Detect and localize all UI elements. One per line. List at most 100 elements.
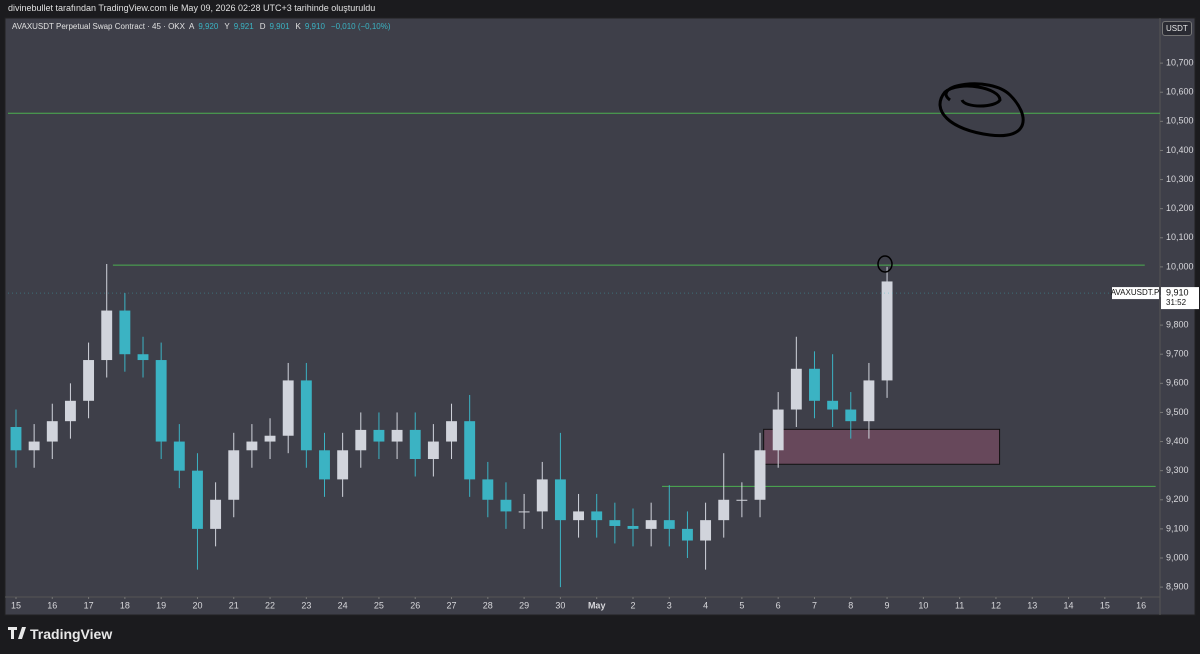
candle-body <box>645 520 657 529</box>
ohlc-key: D <box>259 22 266 31</box>
x-tick-label: 18 <box>120 600 130 610</box>
candle-body <box>228 450 240 500</box>
candle-body <box>427 441 439 460</box>
candle-body <box>300 380 312 451</box>
x-tick-label: 8 <box>848 600 853 610</box>
y-tick-label: 10,700 <box>1166 57 1194 67</box>
candle-body <box>609 520 621 526</box>
candle-body <box>554 479 566 521</box>
x-tick-label: 26 <box>410 600 420 610</box>
x-tick-label: 13 <box>1027 600 1037 610</box>
x-tick-label: 23 <box>301 600 311 610</box>
attribution: divinebullet tarafından TradingView.com … <box>8 3 376 13</box>
candle-body <box>536 479 548 512</box>
candle-body <box>28 441 40 451</box>
x-tick-label: 28 <box>483 600 493 610</box>
ohlc-value: 9,901 <box>269 22 290 31</box>
candle-body <box>663 520 675 529</box>
symbol: AVAXUSDT Perpetual Swap Contract · 45 · … <box>12 22 185 31</box>
candle-body <box>790 368 802 410</box>
candle-body <box>700 520 712 541</box>
y-tick-label: 10,400 <box>1166 145 1194 155</box>
candle-body <box>772 409 784 451</box>
candle-body <box>881 281 893 381</box>
y-tick-label: 8,900 <box>1166 581 1189 591</box>
candle-body <box>119 310 131 355</box>
x-tick-label: 22 <box>265 600 275 610</box>
candle-body <box>10 426 22 451</box>
brand-logo <box>8 627 26 639</box>
ohlc-key: A <box>188 22 195 31</box>
x-tick-label: 3 <box>667 600 672 610</box>
candle-body <box>373 429 385 442</box>
x-tick-label: 2 <box>630 600 635 610</box>
x-tick-label: 27 <box>447 600 457 610</box>
candle-body <box>718 499 730 521</box>
y-tick-label: 9,200 <box>1166 494 1189 504</box>
symbol-legend: AVAXUSDT Perpetual Swap Contract · 45 · … <box>12 22 393 31</box>
candle-body <box>627 525 639 529</box>
candle-body <box>391 429 403 442</box>
y-tick-label: 9,300 <box>1166 465 1189 475</box>
x-tick-label: 17 <box>84 600 94 610</box>
x-tick-label: 21 <box>229 600 239 610</box>
candle-body <box>46 421 58 442</box>
candle-body <box>173 441 185 471</box>
candle-body <box>319 450 330 480</box>
candle-body <box>64 400 76 422</box>
ohlc-value: 9,920 <box>198 22 219 31</box>
candle-body <box>409 429 421 460</box>
y-tick-label: 10,100 <box>1166 232 1194 242</box>
x-tick-label: 5 <box>739 600 744 610</box>
y-tick-label: 9,400 <box>1166 436 1189 446</box>
x-tick-label: 24 <box>338 600 348 610</box>
change: −0,010 (−0,10%) <box>330 22 391 31</box>
hand-drawing <box>938 82 1025 138</box>
y-tick-label: 9,700 <box>1166 349 1189 359</box>
countdown: 31:52 <box>1166 298 1187 307</box>
x-tick-label: 11 <box>955 600 964 610</box>
y-tick-label: 10,200 <box>1166 203 1194 213</box>
candle-body <box>101 310 113 361</box>
x-tick-label: 4 <box>703 600 708 610</box>
symbol-tag-bg <box>1112 287 1159 300</box>
chart-background <box>4 17 1196 616</box>
brand: TradingView <box>30 626 113 642</box>
candle-body <box>464 421 476 480</box>
candle-body <box>264 435 276 442</box>
x-tick-label: May <box>588 600 606 610</box>
currency-button[interactable]: USDT <box>1162 21 1192 36</box>
zone <box>763 428 1001 465</box>
candle-body <box>591 511 603 521</box>
x-tick-label: 6 <box>776 600 781 610</box>
candle-body <box>355 429 367 451</box>
ohlc-value: 9,910 <box>304 22 325 31</box>
symbol-tag: AVAXUSDT.P <box>1111 288 1160 297</box>
candle-body <box>337 450 349 480</box>
candle-body <box>754 450 766 500</box>
marks: 10,700 10,600 10,500 10,400 10,300 10,200 10,1… <box>8 57 1199 610</box>
x-tick-label: 16 <box>47 600 57 610</box>
candle-body <box>210 499 222 529</box>
x-tick-label: 25 <box>374 600 384 610</box>
ohlc-value: 9,921 <box>233 22 254 31</box>
y-tick-label: 9,600 <box>1166 378 1189 388</box>
candle-body <box>137 354 149 361</box>
y-tick-label: 10,500 <box>1166 116 1194 126</box>
candle-body <box>500 499 512 512</box>
y-tick-label: 10,300 <box>1166 174 1194 184</box>
candle-body <box>446 421 457 442</box>
candle-body <box>192 470 203 529</box>
candle-body <box>155 360 167 442</box>
x-tick-label: 19 <box>156 600 166 610</box>
x-tick-label: 30 <box>555 600 565 610</box>
y-tick-label: 9,800 <box>1166 319 1189 329</box>
x-tick-label: 10 <box>918 600 928 610</box>
x-tick-label: 20 <box>192 600 202 610</box>
candle-body <box>282 380 294 436</box>
x-tick-label: 16 <box>1136 600 1146 610</box>
x-tick-label: 9 <box>885 600 890 610</box>
x-tick-label: 7 <box>812 600 817 610</box>
